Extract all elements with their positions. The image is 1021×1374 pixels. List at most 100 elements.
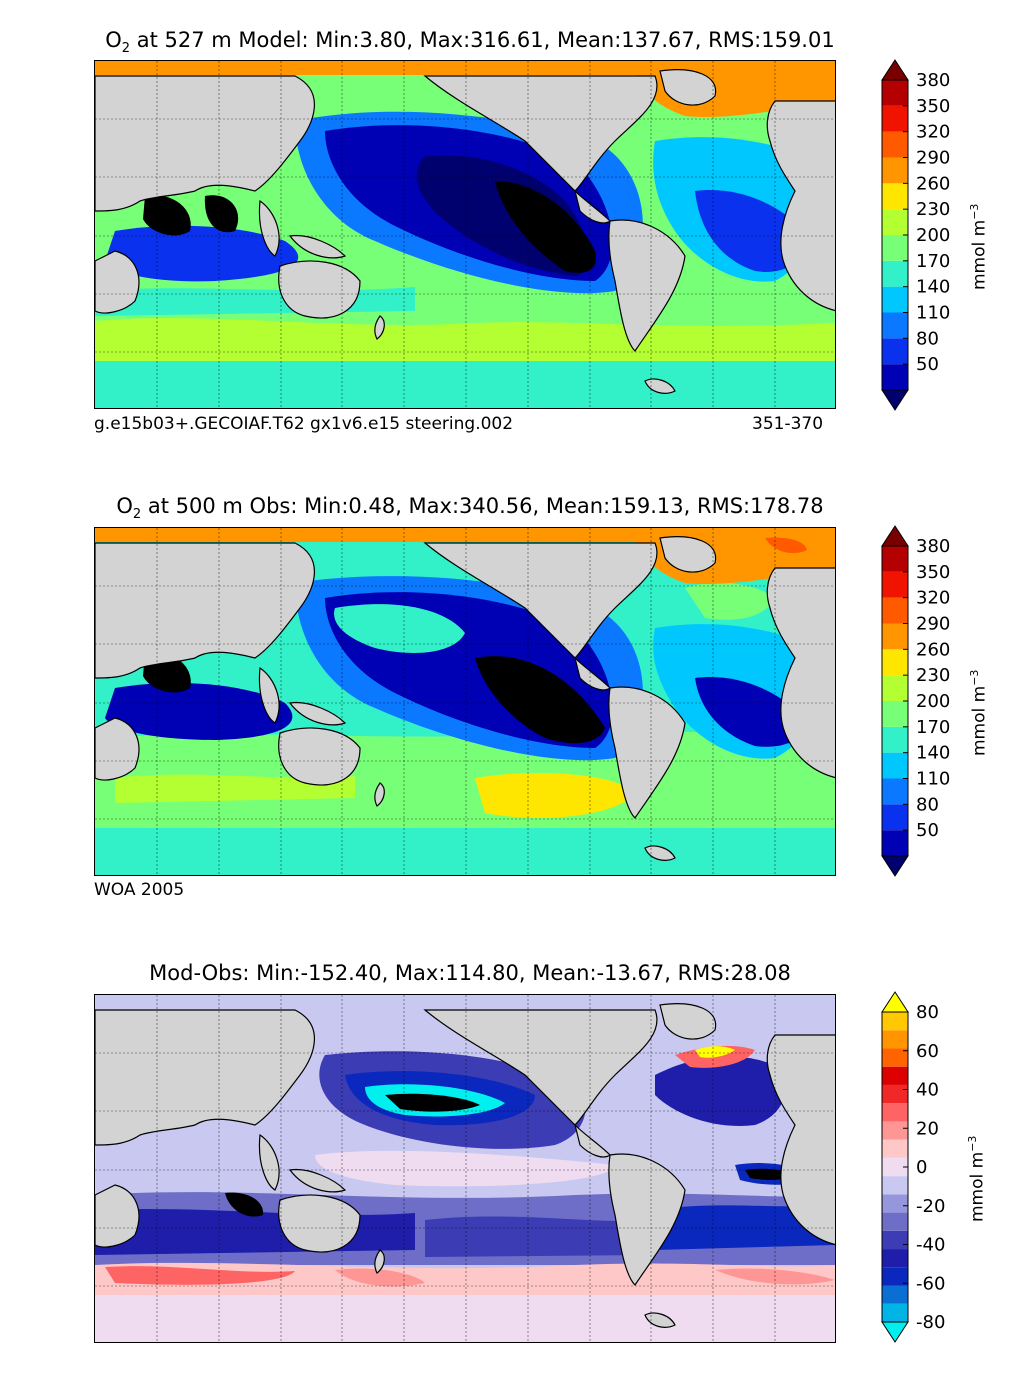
colorbar-extend-max (881, 59, 909, 81)
colorbar-tick-label: 200 (916, 691, 950, 712)
colorbar-segment (882, 830, 908, 856)
model-map-svg (95, 61, 835, 408)
colorbar-segment (882, 131, 908, 158)
obs-colorbar: 50 80 110 140 170 200 230 260 290 320 350 380 (881, 525, 1012, 878)
colorbar-segment (882, 623, 908, 650)
title-stats: at 500 m Obs: Min:0.48, Max:340.56, Mean… (141, 494, 824, 518)
diff-panel-title: Mod-Obs: Min:-152.40, Max:114.80, Mean:-… (0, 961, 940, 985)
colorbar-tick-label: 230 (916, 665, 950, 686)
colorbar-segment (882, 1103, 908, 1122)
colorbar-tick-label: -80 (916, 1312, 945, 1333)
colorbar-tick-label: 260 (916, 173, 950, 194)
colorbar-segment (882, 597, 908, 624)
model-caption-left: g.e15b03+.GECOIAF.T62 gx1v6.e15 steering… (94, 414, 514, 434)
diff-colorbar-svg: -80 -60 -40 -20 0 20 40 60 80 (881, 991, 945, 1343)
title-stats: at 527 m Model: Min:3.80, Max:316.61, Me… (130, 28, 835, 52)
colorbar-tick-label: 80 (916, 794, 939, 815)
model-colorbar-svg: 50 80 110 140 170 200 230 260 290 320 350 380 (881, 59, 950, 411)
colorbar-segment (882, 235, 908, 261)
colorbar-tick-label: 140 (916, 277, 950, 298)
colorbar-segment (882, 1012, 908, 1031)
colorbar-segment (882, 1121, 908, 1140)
colorbar-segment (882, 804, 908, 831)
title-sub: 2 (121, 41, 131, 57)
colorbar-tick-label: 350 (916, 96, 950, 117)
colorbar-segment (882, 1176, 908, 1195)
colorbar-tick-label: 20 (916, 1118, 939, 1139)
colorbar-segment (882, 364, 908, 390)
colorbar-segment (882, 726, 908, 753)
colorbar-tick-label: 320 (916, 588, 950, 609)
colorbar-tick-label: 80 (916, 1002, 939, 1023)
model-colorbar-unit: mmol m−3 (968, 204, 990, 290)
diff-map-svg (95, 995, 835, 1342)
colorbar-tick-label: 290 (916, 614, 950, 635)
colorbar-segment (882, 701, 908, 727)
unit-text: mmol m (969, 219, 990, 290)
unit-sup: −3 (968, 669, 981, 686)
colorbar-tick-label: 380 (916, 70, 950, 91)
obs-colorbar-svg: 50 80 110 140 170 200 230 260 290 320 350 380 (881, 525, 950, 877)
model-colorbar: 50 80 110 140 170 200 230 260 290 320 350 380 (881, 59, 1012, 412)
colorbar-tick-label: 0 (916, 1157, 927, 1178)
diff-map (94, 994, 836, 1343)
obs-panel-title: O2 at 500 m Obs: Min:0.48, Max:340.56, M… (0, 494, 940, 522)
colorbar-segment (882, 105, 908, 132)
colorbar-tick-label: 170 (916, 717, 950, 738)
colorbar-tick-label: 200 (916, 225, 950, 246)
colorbar-tick-label: -40 (916, 1235, 945, 1256)
colorbar-extend-min (881, 389, 909, 411)
colorbar-extend-max (881, 991, 909, 1013)
colorbar-segment (882, 338, 908, 365)
colorbar-segment (882, 778, 908, 805)
colorbar-tick-label: 380 (916, 536, 950, 557)
colorbar-segment (882, 1048, 908, 1067)
colorbar-tick-label: 260 (916, 639, 950, 660)
colorbar-segment (882, 1285, 908, 1304)
colorbar-tick-label: 110 (916, 303, 950, 324)
colorbar-tick-label: -20 (916, 1196, 945, 1217)
obs-map (94, 527, 836, 876)
colorbar-segment (882, 260, 908, 287)
colorbar-segment (882, 1249, 908, 1268)
colorbar-segment (882, 649, 908, 676)
unit-text: mmol m (967, 1151, 988, 1222)
colorbar-segment (882, 312, 908, 339)
colorbar-extend-min (881, 1321, 909, 1343)
colorbar-tick-label: 110 (916, 769, 950, 790)
colorbar-segment (882, 1194, 908, 1213)
colorbar-segment (882, 1066, 908, 1085)
unit-sup: −3 (968, 203, 981, 220)
colorbar-tick-label: 230 (916, 199, 950, 220)
colorbar-segment (882, 571, 908, 598)
unit-text: mmol m (969, 685, 990, 756)
colorbar-tick-label: 350 (916, 562, 950, 583)
title-stats: Mod-Obs: Min:-152.40, Max:114.80, Mean:-… (149, 961, 791, 985)
colorbar-segment (882, 286, 908, 313)
colorbar-segment (882, 1084, 908, 1104)
colorbar-tick-label: 140 (916, 743, 950, 764)
colorbar-segment (882, 183, 908, 210)
obs-caption-left: WOA 2005 (94, 880, 185, 900)
title-o: O (116, 494, 133, 518)
colorbar-tick-label: 60 (916, 1041, 939, 1062)
model-caption-right: 351-370 (752, 414, 824, 434)
colorbar-tick-label: 80 (916, 328, 939, 349)
colorbar-segment (882, 1303, 908, 1322)
colorbar-extend-max (881, 525, 909, 547)
colorbar-segment (882, 675, 908, 701)
diff-colorbar: -80 -60 -40 -20 0 20 40 60 80 (881, 991, 1012, 1344)
colorbar-segment (882, 546, 908, 572)
colorbar-tick-label: 290 (916, 148, 950, 169)
title-sub: 2 (132, 507, 142, 523)
colorbar-extend-min (881, 855, 909, 877)
colorbar-tick-label: 40 (916, 1080, 939, 1101)
colorbar-segment (882, 1267, 908, 1286)
title-o: O (105, 28, 122, 52)
model-panel-title: O2 at 527 m Model: Min:3.80, Max:316.61,… (0, 28, 940, 56)
colorbar-segment (882, 1230, 908, 1250)
unit-sup: −3 (966, 1135, 979, 1152)
model-map (94, 60, 836, 409)
colorbar-segment (882, 1157, 908, 1177)
colorbar-segment (882, 1030, 908, 1049)
